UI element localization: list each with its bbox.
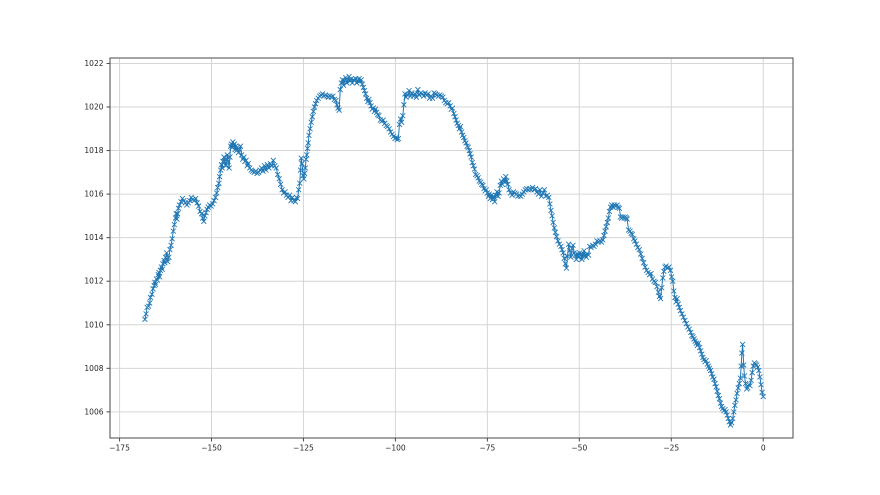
- y-tick-label: 1022: [84, 59, 103, 68]
- x-tick-label: −75: [479, 444, 495, 453]
- y-tick-label: 1008: [84, 364, 103, 373]
- y-tick-label: 1006: [84, 407, 103, 416]
- x-tick-label: −150: [201, 444, 222, 453]
- x-tick-label: 0: [761, 444, 766, 453]
- y-tick-label: 1018: [84, 146, 103, 155]
- x-tick-label: −50: [571, 444, 587, 453]
- x-tick-label: −125: [293, 444, 314, 453]
- x-tick-label: −175: [109, 444, 130, 453]
- series-x-markers: [142, 73, 766, 428]
- axes-background: [110, 58, 793, 438]
- y-tick-label: 1010: [84, 320, 103, 329]
- x-tick-label: −25: [663, 444, 679, 453]
- axes-spines: [109, 57, 794, 439]
- x-tick-label: −100: [385, 444, 406, 453]
- y-tick-label: 1020: [84, 102, 103, 111]
- y-tick-label: 1014: [84, 233, 103, 242]
- y-tick-label: 1012: [84, 277, 103, 286]
- y-tick-label: 1016: [84, 190, 103, 199]
